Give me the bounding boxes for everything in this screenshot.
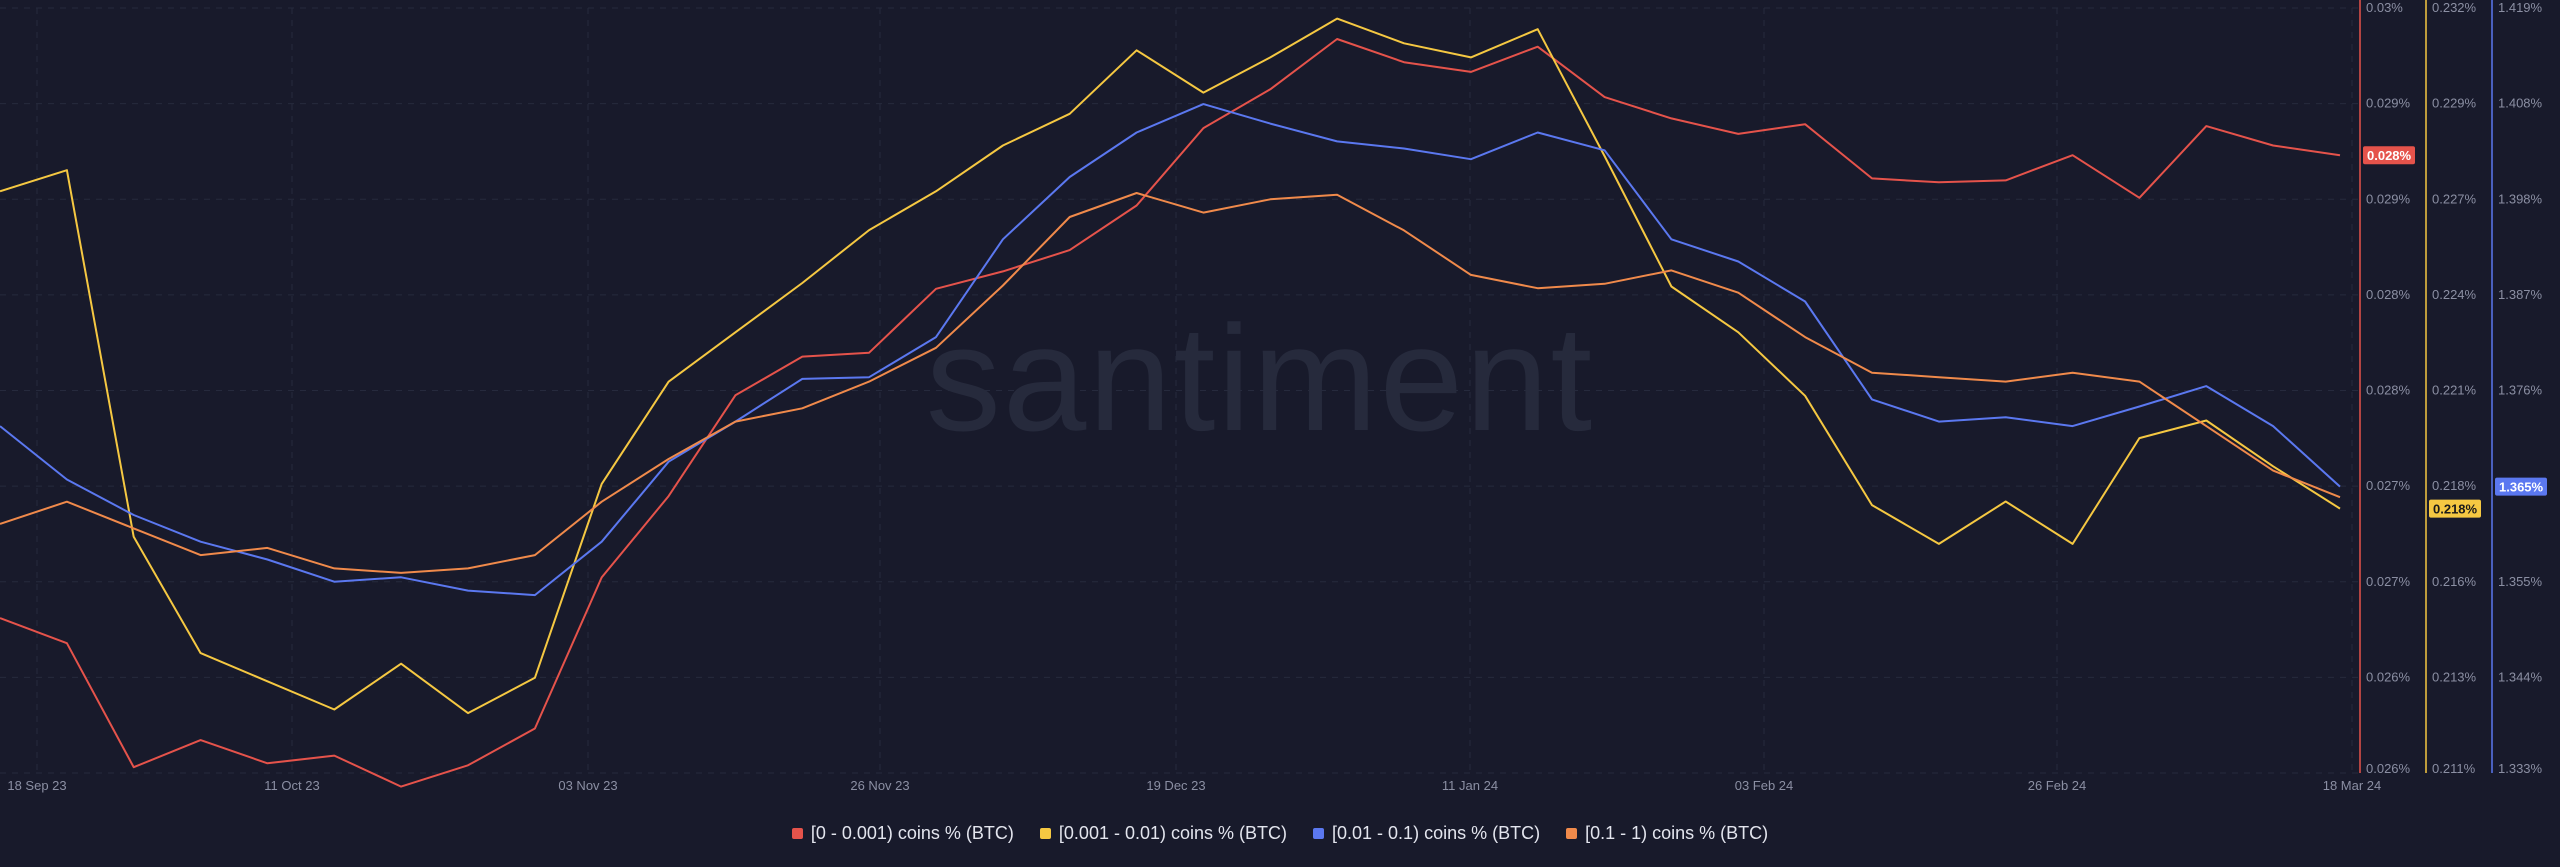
y-tick-label: 0.027% — [2366, 478, 2411, 493]
y-tick-label: 0.029% — [2366, 191, 2411, 206]
series-line-4 — [0, 192, 2341, 574]
y-tick-label: 0.029% — [2366, 96, 2411, 111]
y-tick-label: 0.229% — [2432, 96, 2477, 111]
legend-swatch-series-3 — [1313, 827, 1325, 839]
y-tick-label: 0.227% — [2432, 191, 2477, 206]
y-tick-label: 0.213% — [2432, 669, 2477, 684]
grid — [0, 7, 2360, 774]
y-tick-label: 0.03% — [2366, 0, 2403, 15]
axis-value-badge: 1.365% — [2495, 477, 2547, 496]
y-tick-label: 0.232% — [2432, 0, 2477, 15]
y-tick-label: 1.355% — [2498, 574, 2543, 589]
y-tick-label: 0.027% — [2366, 574, 2411, 589]
svg-text:0.028%: 0.028% — [2367, 148, 2412, 163]
watermark: santiment — [926, 294, 1594, 462]
y-tick-label: 1.387% — [2498, 287, 2543, 302]
legend-item-series-2[interactable]: [0.001 - 0.01) coins % (BTC) — [1039, 822, 1288, 844]
series-line-1 — [0, 38, 2341, 788]
y-tick-label: 0.026% — [2366, 761, 2411, 776]
legend-label-series-1: [0 - 0.001) coins % (BTC) — [810, 822, 1014, 843]
y-tick-label: 0.028% — [2366, 287, 2411, 302]
series-line-2 — [0, 17, 2341, 715]
legend-item-series-1[interactable]: [0 - 0.001) coins % (BTC) — [791, 822, 1014, 844]
legend: [0 - 0.001) coins % (BTC) [0.001 - 0.01)… — [0, 818, 2560, 848]
y-tick-label: 1.333% — [2498, 761, 2543, 776]
y-tick-label: 0.028% — [2366, 383, 2411, 398]
axis-value-badge: 0.028% — [2363, 146, 2415, 165]
y-tick-label: 0.216% — [2432, 574, 2477, 589]
y-tick-label: 1.376% — [2498, 383, 2543, 398]
y-tick-label: 1.344% — [2498, 669, 2543, 684]
y-tick-label: 0.224% — [2432, 287, 2477, 302]
y-tick-label: 1.419% — [2498, 0, 2543, 15]
x-tick-label: 18 Sep 23 — [7, 778, 66, 793]
series-layer — [0, 17, 2341, 788]
legend-label-series-3: [0.01 - 0.1) coins % (BTC) — [1332, 822, 1541, 843]
y-tick-label: 0.218% — [2432, 478, 2477, 493]
axis-value-badge: 0.218% — [2429, 499, 2481, 518]
legend-swatch-series-1 — [791, 827, 803, 839]
y-tick-label: 0.221% — [2432, 383, 2477, 398]
x-tick-label: 26 Feb 24 — [2028, 778, 2087, 793]
legend-label-series-4: [0.1 - 1) coins % (BTC) — [1585, 822, 1769, 843]
x-tick-label: 11 Jan 24 — [1442, 778, 1498, 793]
x-axis: 18 Sep 23 11 Oct 23 03 Nov 23 26 Nov 23 19 D… — [7, 778, 2381, 793]
y-tick-label: 1.398% — [2498, 191, 2543, 206]
x-tick-label: 19 Dec 23 — [1146, 778, 1205, 793]
x-tick-label: 18 Mar 24 — [2323, 778, 2382, 793]
svg-text:0.218%: 0.218% — [2433, 502, 2478, 517]
series-line-3 — [0, 103, 2341, 597]
legend-item-series-4[interactable]: [0.1 - 1) coins % (BTC) — [1566, 823, 1768, 844]
y-axes: 0.03% 0.029% 0.029% 0.028% 0.028% 0.027% 0.027… — [2359, 0, 2547, 776]
legend-swatch-series-2 — [1039, 827, 1051, 839]
legend-label-series-2: [0.001 - 0.01) coins % (BTC) — [1058, 822, 1288, 843]
x-tick-label: 11 Oct 23 — [264, 778, 319, 793]
y-tick-label: 0.026% — [2366, 669, 2411, 684]
y-tick-label: 1.408% — [2498, 96, 2543, 111]
legend-swatch-series-4 — [1566, 827, 1578, 839]
x-tick-label: 03 Feb 24 — [1735, 778, 1794, 793]
legend-item-series-3[interactable]: [0.01 - 0.1) coins % (BTC) — [1313, 823, 1540, 844]
x-tick-label: 03 Nov 23 — [558, 778, 617, 793]
y-tick-label: 0.211% — [2432, 761, 2476, 776]
svg-text:1.365%: 1.365% — [2499, 480, 2544, 495]
x-tick-label: 26 Nov 23 — [850, 778, 909, 793]
